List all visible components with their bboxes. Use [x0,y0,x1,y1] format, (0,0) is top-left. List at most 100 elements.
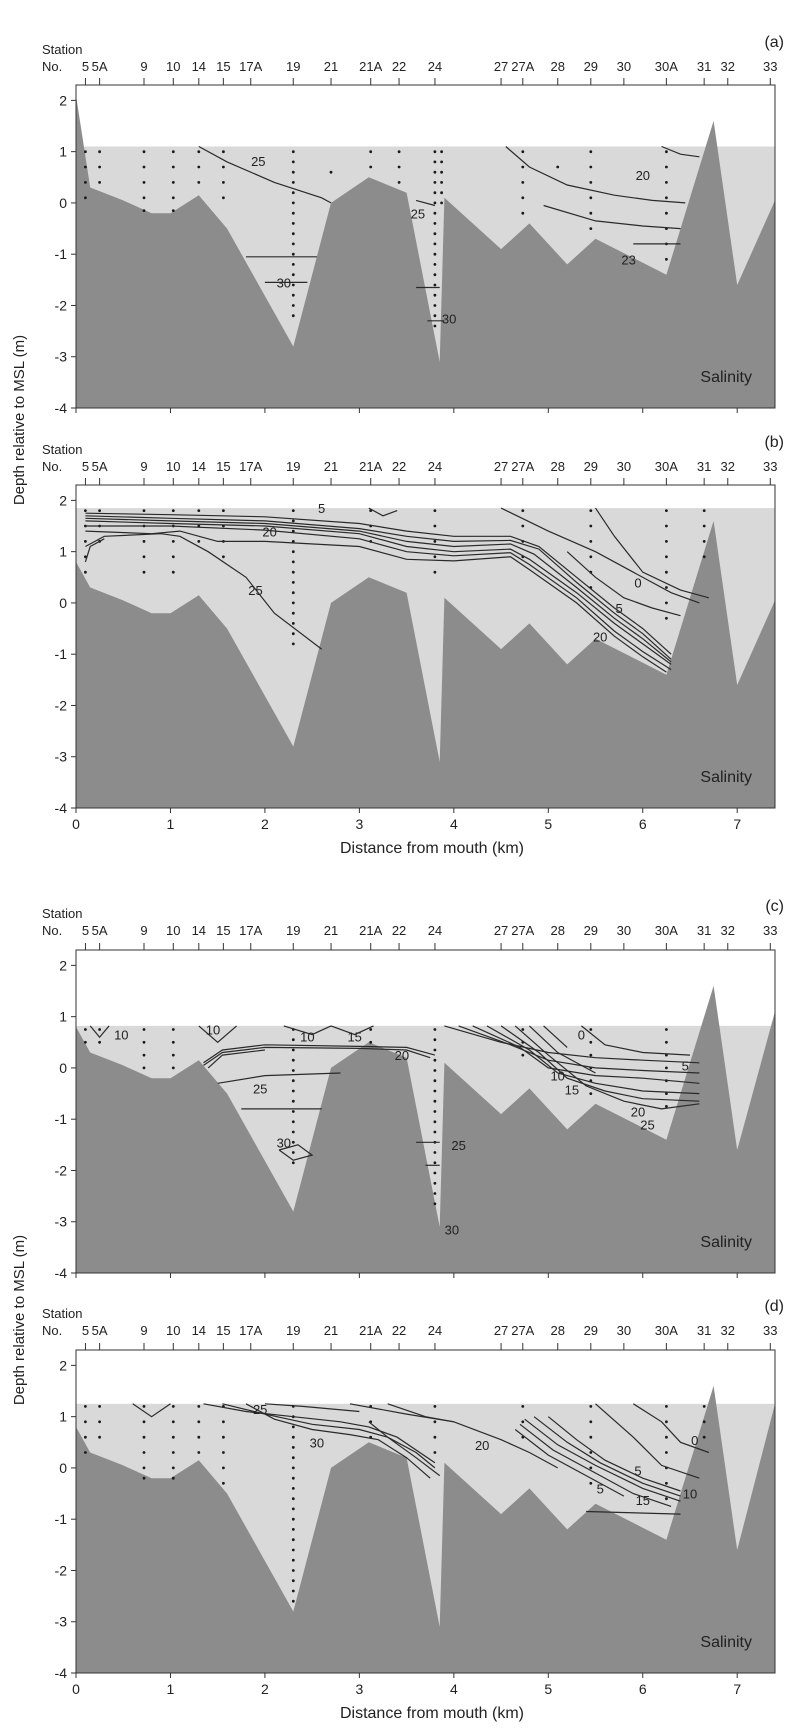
sample-point [84,555,87,559]
y-tick-label: -3 [55,1214,68,1230]
sample-point [171,570,175,574]
station-label: 15 [216,923,230,938]
sample-point [665,1040,668,1044]
isohaline-10 [472,1025,700,1084]
station-label: 30 [617,1323,631,1338]
sample-point [369,1028,373,1031]
station-header-label: Station [42,42,82,57]
station-label: 14 [192,59,206,74]
contour-label: 20 [593,629,607,644]
y-tick-label: 2 [59,92,67,108]
sample-point [433,540,437,543]
sample-point [171,209,175,213]
station-label: 5 [82,459,89,474]
station-label: 9 [140,59,147,74]
contour-label: 25 [253,1402,267,1417]
channel-bed [76,1385,775,1673]
sample-point [665,1481,668,1485]
station-label: 33 [763,59,777,74]
y-tick-label: -2 [55,697,68,713]
station-label: 33 [763,459,777,474]
sample-point [433,1192,437,1195]
sample-point [665,211,668,215]
y-tick-label: 0 [59,195,67,211]
isohaline-10 [89,1025,110,1039]
isohaline-20 [661,145,700,158]
sample-point [291,273,295,277]
sample-point [291,1110,295,1113]
sample-point [521,509,525,512]
contour-label: 15 [636,1493,650,1508]
sample-point [291,1517,295,1521]
y-tick-label: 1 [59,544,67,560]
y-tick-label: -4 [55,800,68,816]
isohaline-unlabeled [533,1416,681,1497]
sample-point [433,1048,437,1052]
sample-point [171,165,175,169]
isohaline-25 [217,1072,341,1084]
contour-label: 0 [578,1028,585,1043]
sample-point [84,1028,87,1031]
sample-point [291,550,295,554]
station-label: 27 [494,59,508,74]
sample-point [291,1425,295,1429]
station-label: 30A [655,1323,678,1338]
station-label: 32 [721,459,735,474]
sample-point [433,1069,437,1072]
sample-point [291,1058,295,1062]
y-tick-label: -1 [55,1111,68,1127]
sample-point [291,509,295,512]
sample-point [291,1161,295,1165]
sample-point [291,1497,295,1501]
sample-point [589,524,593,528]
sample-point [433,273,437,277]
sample-point [665,1066,668,1070]
x-tick-label: 6 [639,816,647,832]
y-tick-label: -4 [55,400,68,416]
y-axis-label-top: Depth relative to MSL (m) [11,335,28,505]
sample-point [521,165,525,169]
contour-label: 15 [347,1029,361,1044]
station-label: 30A [655,923,678,938]
sample-point [665,1405,668,1408]
sample-point [291,1487,295,1490]
sample-point [440,160,443,164]
sample-point [171,1420,175,1424]
contour-label: 0 [691,1433,698,1448]
sample-point [222,1481,225,1485]
station-label: 24 [428,459,442,474]
isohaline-20 [505,146,686,204]
sample-point [702,555,706,559]
sample-point [521,1053,525,1057]
sample-point [291,1446,295,1449]
station-label: 19 [286,1323,300,1338]
sample-point [291,1579,295,1583]
sample-point [589,1451,593,1454]
sample-point [291,160,295,164]
sample-point [291,1099,295,1103]
salinity-annotation: Salinity [700,1634,752,1651]
sample-point [433,170,437,174]
sample-point [291,1140,295,1144]
contour-label: 10 [550,1069,564,1084]
sample-point [291,1069,295,1072]
isohaline-20 [349,1403,558,1469]
isohaline-30 [245,1403,431,1479]
sample-point [433,201,437,205]
isohaline-unlabeled [207,1049,265,1069]
station-label: 14 [192,459,206,474]
y-tick-label: -4 [55,1665,68,1681]
sample-point [142,1420,146,1424]
contour-label: 20 [262,524,276,539]
isohaline-unlabeled [514,1429,625,1497]
sample-point [665,1497,668,1501]
sample-point [291,1507,295,1511]
sample-point [521,1420,525,1424]
station-label: 33 [763,923,777,938]
isohaline-unlabeled [85,530,667,673]
sample-point [521,524,525,528]
contour-label: 25 [640,1117,654,1132]
sample-point [142,509,146,512]
station-label: 28 [551,59,565,74]
sample-point [84,165,87,169]
